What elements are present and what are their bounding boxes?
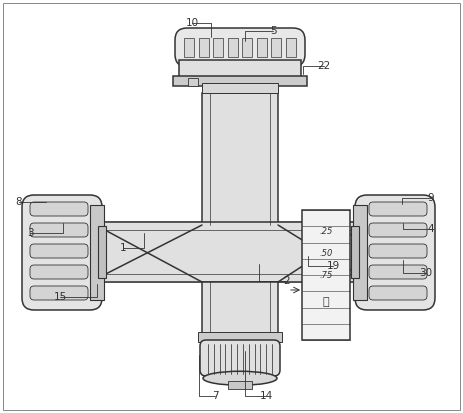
Text: 开: 开 — [323, 297, 329, 307]
FancyBboxPatch shape — [355, 195, 435, 310]
Bar — [90, 230, 104, 274]
Text: 10: 10 — [186, 18, 199, 28]
Text: 8: 8 — [15, 197, 22, 207]
Bar — [202, 282, 278, 340]
Text: 5: 5 — [270, 26, 276, 36]
Bar — [202, 83, 278, 93]
FancyBboxPatch shape — [30, 265, 88, 279]
Bar — [188, 78, 198, 86]
Text: 9: 9 — [427, 193, 434, 203]
Ellipse shape — [203, 371, 277, 385]
Polygon shape — [278, 222, 370, 282]
Text: .50: .50 — [319, 249, 333, 259]
Text: .25: .25 — [319, 228, 333, 237]
Bar — [98, 226, 106, 278]
Text: 4: 4 — [427, 224, 434, 234]
Bar — [90, 222, 370, 282]
Bar — [242, 38, 252, 57]
FancyBboxPatch shape — [30, 286, 88, 300]
Bar — [271, 38, 282, 57]
Bar — [90, 205, 104, 300]
Polygon shape — [90, 225, 202, 282]
Bar — [228, 380, 252, 389]
Text: 22: 22 — [318, 61, 331, 71]
Bar — [179, 59, 301, 77]
Text: 1: 1 — [119, 243, 126, 253]
Bar — [357, 230, 370, 274]
FancyBboxPatch shape — [200, 340, 280, 376]
Text: 2: 2 — [284, 276, 290, 286]
Bar — [228, 38, 238, 57]
Text: 3: 3 — [27, 228, 33, 238]
Bar — [257, 38, 267, 57]
FancyBboxPatch shape — [30, 244, 88, 258]
Text: 30: 30 — [419, 268, 432, 278]
FancyBboxPatch shape — [369, 223, 427, 237]
Bar — [184, 38, 194, 57]
Bar — [351, 226, 359, 278]
Bar — [173, 76, 307, 85]
Polygon shape — [278, 225, 370, 282]
FancyBboxPatch shape — [369, 286, 427, 300]
Bar — [198, 332, 282, 342]
FancyBboxPatch shape — [30, 223, 88, 237]
FancyBboxPatch shape — [369, 202, 427, 216]
FancyBboxPatch shape — [369, 265, 427, 279]
FancyBboxPatch shape — [369, 244, 427, 258]
Text: .75: .75 — [319, 271, 333, 280]
Bar — [202, 93, 278, 225]
Text: 7: 7 — [212, 392, 219, 401]
FancyBboxPatch shape — [30, 202, 88, 216]
Bar — [286, 38, 296, 57]
Text: 15: 15 — [54, 292, 67, 302]
FancyBboxPatch shape — [22, 195, 102, 310]
FancyBboxPatch shape — [175, 28, 305, 66]
Polygon shape — [90, 222, 202, 282]
Bar — [353, 205, 367, 300]
Bar — [199, 38, 208, 57]
Text: 14: 14 — [260, 392, 273, 401]
Text: 19: 19 — [327, 261, 340, 271]
Bar — [213, 38, 223, 57]
Bar — [302, 210, 350, 340]
